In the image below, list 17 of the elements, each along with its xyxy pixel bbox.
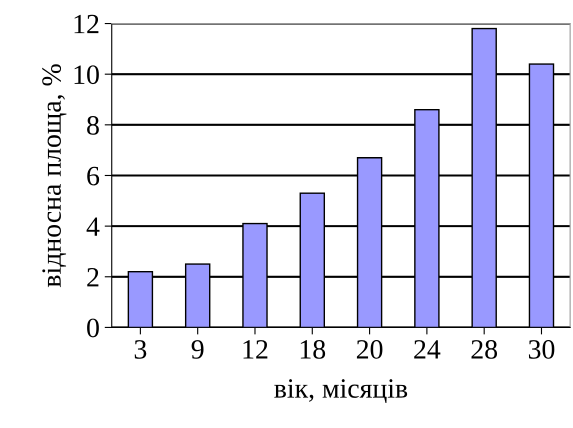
x-axis-title: вік, місяців <box>274 379 408 403</box>
x-tick-label: 20 <box>356 340 382 359</box>
x-tick-label: 3 <box>134 340 146 359</box>
x-tick-label: 30 <box>528 340 554 359</box>
x-tick-label: 24 <box>414 340 440 358</box>
y-tick-label: 4 <box>86 217 100 236</box>
y-tick-label: 12 <box>74 14 98 34</box>
y-tick-label: 10 <box>74 65 99 84</box>
x-tick-label: 12 <box>244 340 268 358</box>
y-tick-label: 0 <box>87 318 99 338</box>
y-axis-title: відносна площа, % <box>42 64 66 288</box>
x-tick-label: 18 <box>300 340 326 359</box>
x-tick-label: 9 <box>192 340 204 359</box>
y-tick-label: 2 <box>87 268 98 286</box>
x-tick-label: 28 <box>472 340 498 359</box>
y-tick-label: 6 <box>87 166 100 186</box>
y-tick-label: 8 <box>87 116 99 135</box>
